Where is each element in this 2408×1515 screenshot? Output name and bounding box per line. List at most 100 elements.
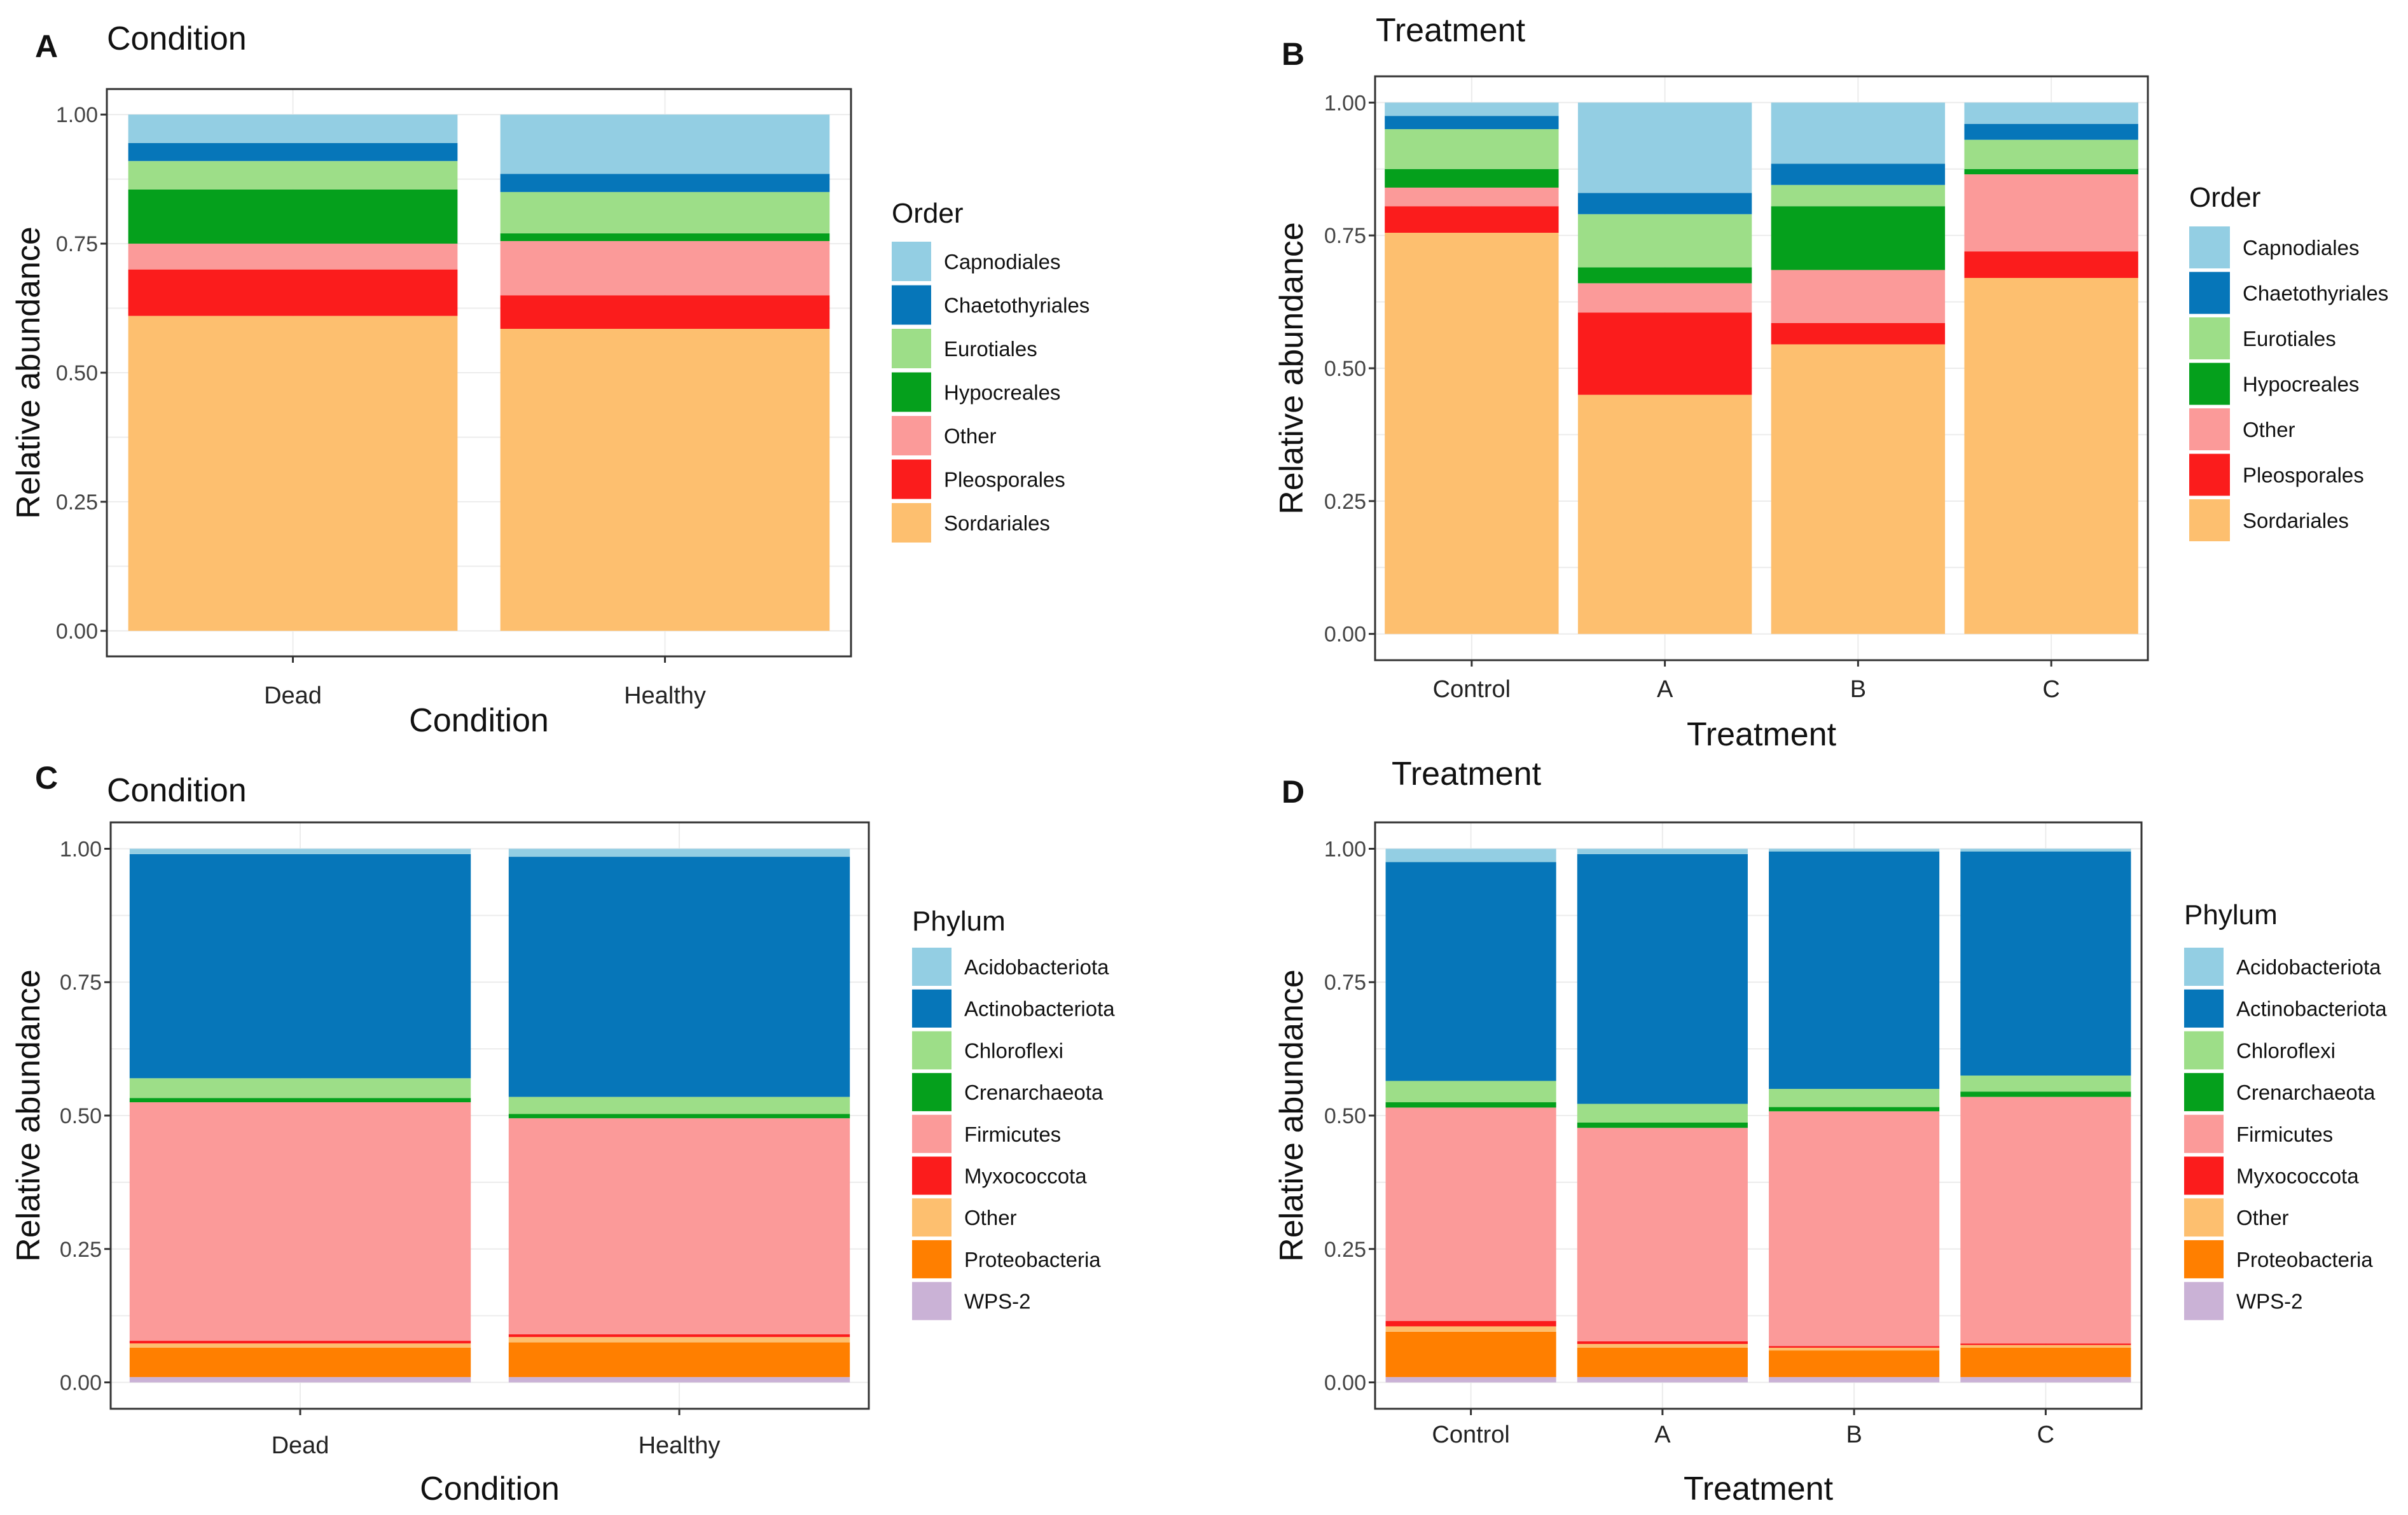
legend-label: Firmicutes [2236,1123,2333,1146]
y-tick-label: 0.75 [56,232,98,256]
legend-swatch-myxococcota [912,1156,951,1195]
legend-swatch-actinobacteriota [2184,989,2224,1028]
x-axis-label: Condition [420,1470,560,1507]
bar-a-myxococcota [1577,1341,1748,1345]
legend-label: Myxococcota [2236,1165,2359,1188]
x-axis-label: Condition [409,702,549,739]
legend-swatch-hypocreales [2189,363,2230,405]
bar-healthy-wps-2 [508,1377,850,1383]
bar-b-capnodiales [1771,102,1946,164]
bar-b-actinobacteriota [1769,851,1940,1090]
legend-swatch-chloroflexi [912,1031,951,1070]
legend-swatch-sordariales [2189,499,2230,541]
legend-item: Pleosporales [2189,453,2364,496]
bar-dead-hypocreales [128,189,458,244]
legend-swatch-other [912,1198,951,1237]
legend-swatch-sordariales [892,503,931,543]
bar-a-other [1577,1344,1748,1348]
legend-swatch-crenarchaeota [2184,1073,2224,1112]
bar-healthy-proteobacteria [508,1342,850,1378]
bar-a-capnodiales [1577,102,1752,193]
legend-swatch-acidobacteriota [2184,948,2224,986]
legend-label: Hypocreales [944,381,1060,405]
legend-item: Crenarchaeota [912,1073,1104,1112]
legend-swatch-wps-2 [912,1282,951,1320]
y-tick-label: 0.50 [1324,357,1366,381]
legend-item: Eurotiales [892,329,1037,368]
x-tick-label: B [1850,676,1866,703]
legend-label: WPS-2 [2236,1290,2303,1313]
bar-b-other [1769,1347,1940,1351]
bar-c-chaetothyriales [1964,123,2138,140]
y-tick-label: 0.25 [56,490,98,515]
legend-label: Chloroflexi [964,1039,1063,1062]
legend-label: Eurotiales [944,337,1037,361]
legend-label: Pleosporales [944,468,1065,492]
bar-control-hypocreales [1385,169,1559,188]
bar-c-firmicutes [1960,1096,2131,1344]
bar-dead-chaetothyriales [128,142,458,162]
bar-control-sordariales [1385,232,1559,634]
bar-healthy-firmicutes [508,1118,850,1334]
legend-swatch-other [892,416,931,455]
legend-label: Other [2243,418,2295,441]
legend-label: Acidobacteriota [2236,955,2381,979]
bar-c-actinobacteriota [1960,851,2131,1076]
legend-label: Crenarchaeota [2236,1081,2376,1104]
bar-healthy-actinobacteriota [508,857,850,1097]
bar-control-proteobacteria [1385,1331,1556,1378]
legend-label: Sordariales [2243,509,2349,532]
bar-healthy-eurotiales [500,191,830,233]
bar-b-acidobacteriota [1769,848,1940,852]
legend-label: Crenarchaeota [964,1081,1104,1104]
y-axis-label: Relative abundance [1273,969,1310,1262]
bar-b-firmicutes [1769,1111,1940,1346]
legend-item: Eurotiales [2189,317,2336,359]
legend-item: Proteobacteria [2184,1240,2373,1278]
legend-label: Pleosporales [2243,464,2364,487]
bar-a-sordariales [1577,394,1752,634]
legend-item: Pleosporales [892,459,1065,499]
legend-title: Phylum [912,906,1006,937]
legend-item: Myxococcota [912,1156,1087,1195]
legend-item: Firmicutes [912,1114,1061,1153]
legend-swatch-wps-2 [2184,1282,2224,1320]
bar-a-proteobacteria [1577,1347,1748,1378]
y-axis-label: Relative abundance [1273,222,1310,515]
legend-item: Chaetothyriales [892,285,1090,325]
bar-control-other [1385,187,1559,207]
legend-label: WPS-2 [964,1290,1031,1313]
bar-healthy-capnodiales [500,114,830,174]
legend-item: WPS-2 [2184,1282,2303,1320]
x-tick-label: Healthy [624,682,706,709]
legend-item: Acidobacteriota [912,948,1109,986]
bar-dead-chloroflexi [129,1078,471,1098]
x-tick-label: A [1654,1422,1671,1448]
legend-label: Eurotiales [2243,327,2336,350]
bar-control-chloroflexi [1385,1081,1556,1103]
legend-swatch-eurotiales [892,329,931,368]
panel-title: Condition [107,20,247,57]
panel-title: Treatment [1376,12,1526,49]
y-tick-label: 0.00 [56,619,98,644]
bar-c-proteobacteria [1960,1347,2131,1378]
bar-a-wps-2 [1577,1377,1748,1383]
panel-letter: A [35,29,58,64]
bar-c-crenarchaeota [1960,1091,2131,1097]
bar-a-firmicutes [1577,1128,1748,1341]
bar-control-acidobacteriota [1385,848,1556,862]
y-axis-label: Relative abundance [10,226,47,519]
bar-dead-wps-2 [129,1377,471,1383]
bar-c-eurotiales [1964,139,2138,169]
x-tick-label: C [2037,1422,2054,1448]
y-tick-label: 0.00 [60,1371,102,1395]
legend-swatch-chaetothyriales [892,285,931,325]
bar-dead-other [128,244,458,270]
bar-a-chloroflexi [1577,1103,1748,1123]
bar-b-chloroflexi [1769,1089,1940,1107]
bar-dead-pleosporales [128,269,458,316]
legend-label: Acidobacteriota [964,955,1109,979]
bar-a-hypocreales [1577,267,1752,284]
panel-title: Condition [107,772,247,809]
y-tick-label: 0.50 [56,361,98,385]
